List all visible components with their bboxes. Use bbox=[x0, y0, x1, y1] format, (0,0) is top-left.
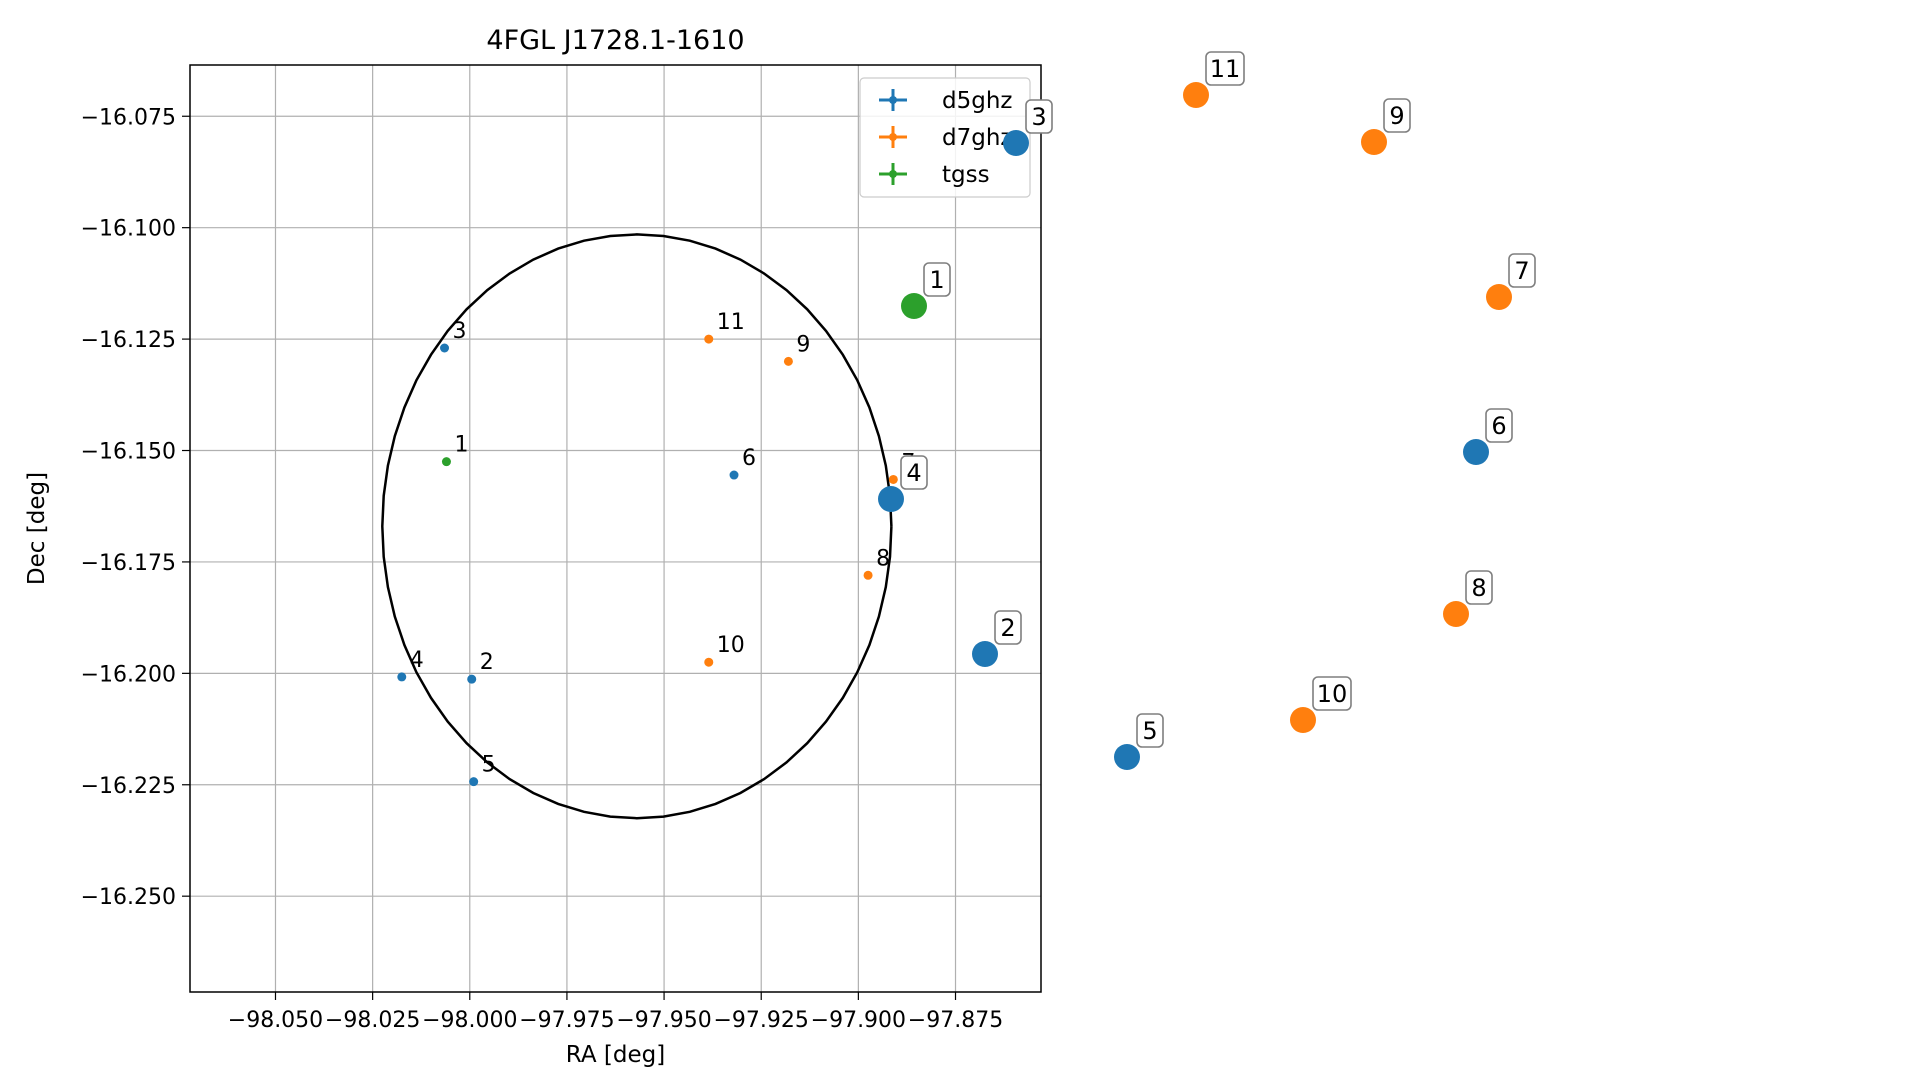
layout-label-box bbox=[1465, 570, 1493, 605]
layout-label-box bbox=[900, 455, 928, 490]
layout-label: 2 bbox=[1000, 614, 1015, 642]
point-label: 9 bbox=[796, 332, 810, 357]
chart-title: 4FGL J1728.1-1610 bbox=[486, 25, 744, 56]
layout-point bbox=[1003, 130, 1029, 156]
source-point-d7ghz bbox=[888, 474, 898, 484]
layout-label-box bbox=[1508, 253, 1536, 288]
layout-label: 5 bbox=[1142, 717, 1157, 745]
legend-label: d7ghz bbox=[942, 125, 1012, 151]
layout-label-box bbox=[1485, 408, 1513, 443]
legend-marker-dot bbox=[889, 133, 897, 141]
layout-point bbox=[1290, 707, 1316, 733]
legend: d5ghz d7ghz tgss bbox=[859, 77, 1031, 198]
x-tick-label: −98.000 bbox=[422, 1008, 517, 1033]
x-tick-label: −97.950 bbox=[616, 1008, 711, 1033]
y-tick-label: −16.125 bbox=[81, 328, 176, 353]
y-tick-label: −16.150 bbox=[81, 440, 176, 465]
point-label: 4 bbox=[410, 648, 424, 673]
layout-label-box bbox=[1025, 99, 1053, 134]
layout-label: 7 bbox=[1514, 257, 1529, 285]
legend-marker-dot bbox=[889, 170, 897, 178]
x-tick-label: −98.025 bbox=[325, 1008, 420, 1033]
y-tick-label: −16.225 bbox=[81, 774, 176, 799]
point-label: 3 bbox=[453, 319, 467, 344]
layout-label-box bbox=[1312, 676, 1352, 711]
source-point-d7ghz bbox=[863, 570, 873, 580]
x-tick-label: −98.050 bbox=[228, 1008, 323, 1033]
point-label: 1 bbox=[454, 433, 468, 458]
y-tick-label: −16.075 bbox=[81, 105, 176, 130]
layout-label: 3 bbox=[1031, 103, 1046, 131]
legend-label: d5ghz bbox=[942, 88, 1012, 114]
layout-point bbox=[1183, 82, 1209, 108]
x-tick-label: −97.875 bbox=[908, 1008, 1003, 1033]
y-tick-label: −16.175 bbox=[81, 551, 176, 576]
layout-point bbox=[1463, 439, 1489, 465]
layout-label: 10 bbox=[1317, 680, 1348, 708]
source-point-d5ghz bbox=[729, 470, 739, 480]
layout-label-box bbox=[1383, 98, 1411, 133]
grid-lines bbox=[190, 65, 1041, 992]
layout-label: 4 bbox=[906, 459, 921, 487]
layout-label-box bbox=[994, 610, 1022, 645]
x-axis-ticks: −98.050 −98.025 −98.000 −97.975 −97.950 −97.9… bbox=[228, 992, 1003, 1033]
layout-label: 6 bbox=[1491, 412, 1506, 440]
y-tick-label: −16.250 bbox=[81, 885, 176, 910]
y-axis-label: Dec [deg] bbox=[24, 472, 50, 585]
layout-point bbox=[901, 293, 927, 319]
source-point-d7ghz bbox=[704, 657, 714, 667]
layout-point bbox=[878, 486, 904, 512]
point-label: 10 bbox=[717, 633, 745, 658]
point-label: 6 bbox=[742, 446, 756, 471]
layout-label: 1 bbox=[929, 266, 944, 294]
legend-frame bbox=[859, 77, 1031, 198]
source-point-d7ghz bbox=[704, 334, 714, 344]
point-label: 5 bbox=[482, 753, 496, 778]
layout-label: 11 bbox=[1210, 55, 1241, 83]
y-tick-label: −16.200 bbox=[81, 662, 176, 687]
source-point-d7ghz bbox=[783, 356, 793, 366]
plot-frame bbox=[189, 64, 1042, 993]
legend-marker-dot bbox=[889, 96, 897, 104]
source-point-d5ghz bbox=[469, 777, 479, 787]
point-label: 8 bbox=[876, 546, 890, 571]
source-point-d5ghz bbox=[440, 343, 450, 353]
layout-label-box bbox=[923, 262, 951, 297]
y-axis-ticks: −16.075 −16.100 −16.125 −16.150 −16.175 −16.2… bbox=[81, 105, 190, 910]
x-axis-label: RA [deg] bbox=[566, 1042, 665, 1068]
layout-label-box bbox=[1205, 51, 1245, 86]
layout-point bbox=[1443, 601, 1469, 627]
legend-label: tgss bbox=[942, 162, 990, 188]
localization-circle bbox=[381, 233, 893, 820]
y-tick-label: −16.100 bbox=[81, 217, 176, 242]
layout-point bbox=[1114, 744, 1140, 770]
source-point-tgss bbox=[441, 457, 451, 467]
x-tick-label: −97.925 bbox=[714, 1008, 809, 1033]
circle-outline bbox=[381, 233, 893, 820]
point-label: 11 bbox=[717, 310, 745, 335]
layout-label-box bbox=[1136, 713, 1164, 748]
layout-label: 9 bbox=[1389, 102, 1404, 130]
layout-point bbox=[972, 641, 998, 667]
layout-label: 8 bbox=[1471, 574, 1486, 602]
layout-point bbox=[1486, 284, 1512, 310]
source-point-d5ghz bbox=[397, 672, 407, 682]
x-tick-label: −97.975 bbox=[519, 1008, 614, 1033]
source-point-d5ghz bbox=[467, 674, 477, 684]
point-label: 2 bbox=[480, 650, 494, 675]
x-tick-label: −97.900 bbox=[811, 1008, 906, 1033]
layout-point bbox=[1361, 129, 1387, 155]
